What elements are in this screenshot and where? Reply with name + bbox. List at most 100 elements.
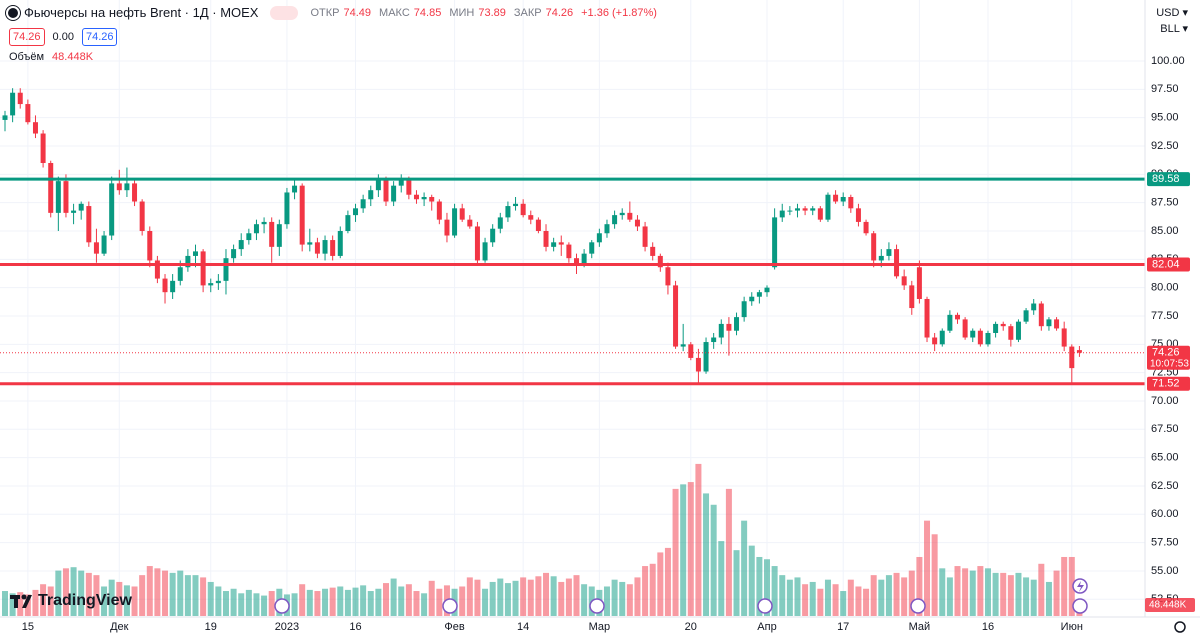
candle-body	[139, 201, 145, 231]
candle-body	[215, 280, 221, 284]
volume-bar	[116, 581, 123, 616]
candle-body	[1076, 350, 1082, 353]
candle-body	[528, 215, 534, 220]
volume-bar	[93, 575, 100, 616]
candle-body	[32, 122, 38, 134]
volume-bar	[786, 579, 793, 616]
candle-body	[337, 230, 343, 256]
candle-body	[695, 357, 701, 372]
candle-body	[71, 210, 77, 213]
volume-bar	[17, 592, 24, 616]
candle-body	[558, 242, 564, 245]
candle-body	[208, 283, 214, 286]
event-icon[interactable]	[757, 598, 773, 614]
candle-body	[406, 178, 412, 195]
x-tick-label: 20	[685, 621, 697, 633]
candle-body	[177, 267, 183, 281]
volume-bar	[748, 545, 755, 616]
volume-bar	[1015, 572, 1022, 616]
candle-body	[261, 221, 267, 225]
candle-body	[1038, 303, 1044, 327]
volume-bar	[215, 586, 222, 616]
volume-bar	[352, 587, 359, 616]
candle-body	[901, 276, 907, 286]
y-tick-label: 100.00	[1151, 55, 1185, 67]
volume-bar	[344, 589, 351, 616]
candle-body	[840, 196, 846, 202]
level-label: 89.58	[1152, 173, 1180, 185]
event-icon[interactable]	[910, 598, 926, 614]
volume-bar	[238, 593, 245, 616]
candle-body	[855, 208, 861, 222]
volume-bar	[527, 579, 534, 616]
volume-bar	[832, 584, 839, 616]
candle-body	[863, 221, 869, 234]
volume-bar	[939, 568, 946, 616]
currency[interactable]: USD ▾	[1156, 7, 1188, 19]
volume-bar	[695, 463, 702, 616]
volume-bar	[78, 570, 85, 616]
candle-body	[650, 246, 656, 256]
volume-bar	[885, 575, 892, 616]
bid[interactable]: 74.26	[9, 28, 45, 46]
volume-bar	[146, 566, 153, 616]
candle-body	[673, 285, 679, 347]
volume-bar	[969, 570, 976, 616]
close-label: ЗАКР	[513, 6, 542, 19]
price-time: 10:07:53	[1150, 358, 1189, 369]
open-value: 74.49	[343, 6, 372, 19]
candle-body	[680, 344, 686, 347]
volume-bar	[603, 586, 610, 616]
settings-icon[interactable]	[1174, 621, 1186, 633]
candle-body	[589, 242, 595, 254]
status-pill[interactable]	[270, 5, 299, 20]
volume-bar	[497, 578, 504, 616]
candle-body	[93, 242, 99, 254]
volume-bar	[657, 552, 664, 616]
volume-bar	[962, 568, 969, 616]
event-icon[interactable]	[1072, 598, 1088, 614]
candle-body	[162, 278, 168, 293]
volume-bar	[70, 567, 77, 616]
candle-body	[48, 162, 54, 213]
candle-body	[2, 115, 8, 120]
candle-body	[368, 190, 374, 200]
volume-label-box	[1145, 598, 1195, 613]
volume-bar	[184, 575, 191, 616]
x-tick-label: Фев	[444, 621, 464, 633]
candle-body	[932, 337, 938, 345]
volume-bar	[901, 577, 908, 616]
candle-body	[779, 210, 785, 218]
candle-body	[444, 219, 450, 236]
close-value: 74.26	[545, 6, 574, 19]
high-value: 74.85	[413, 6, 442, 19]
level-label: 82.04	[1152, 258, 1180, 270]
volume-bar	[62, 568, 69, 616]
volume-bar	[565, 578, 572, 616]
unit[interactable]: BLL ▾	[1160, 23, 1188, 35]
volume-bar	[611, 579, 618, 616]
x-tick-label: 2023	[275, 621, 299, 633]
symbol-title[interactable]: Фьючерсы на нефть Brent · 1Д · MOEX	[24, 5, 259, 20]
event-icon[interactable]	[274, 598, 290, 614]
volume-bar	[1061, 556, 1068, 616]
candle-body	[825, 194, 831, 220]
x-tick-label: 19	[205, 621, 217, 633]
candle-body	[147, 230, 153, 261]
volume-label: Объём	[9, 51, 45, 63]
ask[interactable]: 74.26	[81, 28, 118, 46]
candle-body	[878, 255, 884, 261]
candle-body	[170, 280, 176, 293]
event-icon[interactable]	[442, 598, 458, 614]
quote-row: 74.26 0.00 74.26	[9, 28, 118, 46]
volume-bar	[360, 585, 367, 616]
volume-bar	[840, 591, 847, 616]
volume-legend: Объём 48.448K	[9, 51, 93, 63]
volume-axis-label: 48.448K	[1149, 600, 1187, 611]
candle-body	[634, 219, 640, 227]
candle-body	[817, 208, 823, 220]
event-icon[interactable]	[589, 598, 605, 614]
level-label: 71.52	[1152, 378, 1180, 390]
candle-body	[200, 251, 206, 286]
candle-body	[55, 181, 61, 213]
